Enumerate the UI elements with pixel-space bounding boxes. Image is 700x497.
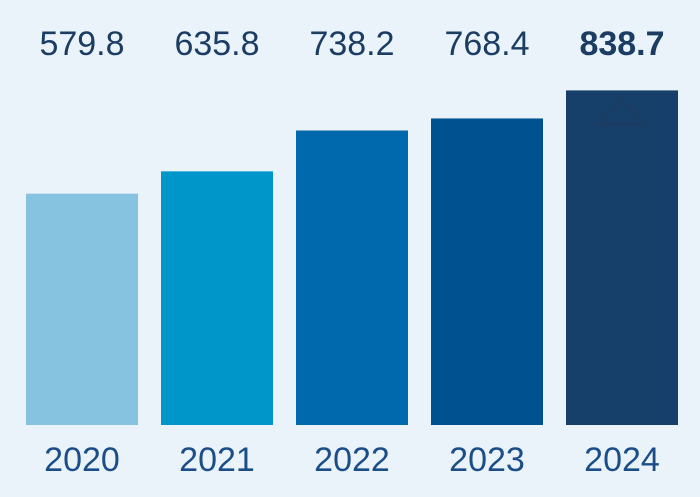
bar-group	[26, 90, 678, 426]
bar-2023	[431, 118, 543, 425]
bar-2022	[296, 130, 408, 426]
category-label-2024: 2024	[584, 441, 660, 479]
value-label-2021: 635.8	[174, 25, 259, 63]
value-label-2022: 738.2	[309, 25, 394, 63]
bar-2024	[566, 90, 678, 425]
bar-2020	[26, 193, 138, 425]
value-label-group: 579.8 635.8 738.2 768.4 838.7	[39, 25, 664, 63]
value-label-2024: 838.7	[579, 25, 664, 63]
value-label-2023: 768.4	[444, 25, 529, 63]
value-label-2020: 579.8	[39, 25, 124, 63]
category-label-group: 2020 2021 2022 2023 2024	[44, 441, 660, 479]
highlight-marker-group	[593, 97, 651, 126]
category-label-2021: 2021	[179, 441, 255, 479]
category-label-2020: 2020	[44, 441, 120, 479]
category-label-2023: 2023	[449, 441, 525, 479]
bar-2021	[161, 171, 273, 425]
category-label-2022: 2022	[314, 441, 390, 479]
up-triangle-outline-icon	[593, 97, 651, 126]
